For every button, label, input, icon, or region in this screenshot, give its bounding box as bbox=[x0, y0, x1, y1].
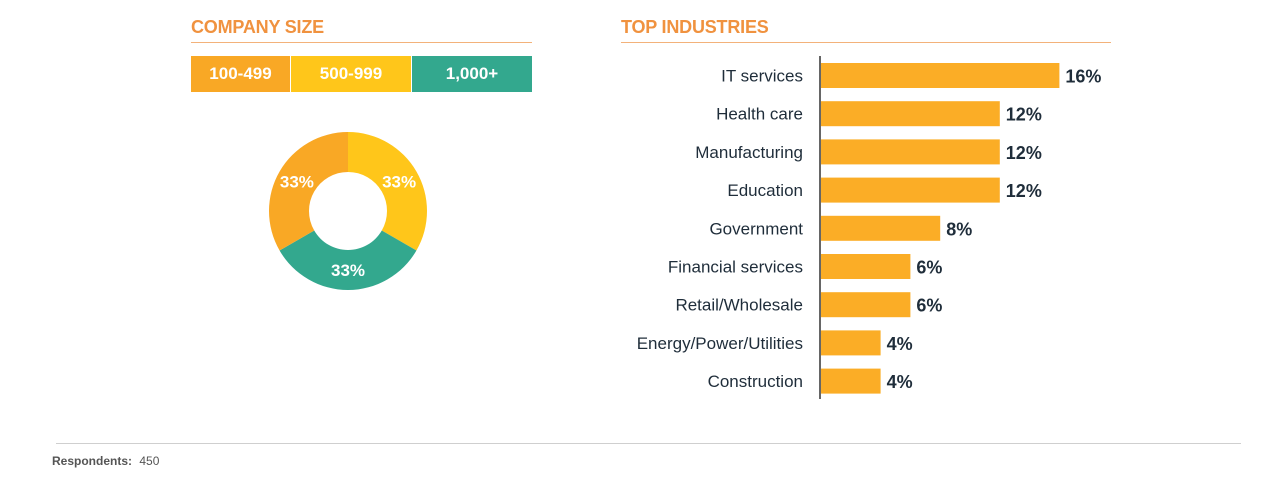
donut-slice-500-999 bbox=[348, 132, 427, 251]
bar-category-label: IT services bbox=[721, 67, 803, 86]
company-size-legend: 100-499 500-999 1,000+ bbox=[191, 56, 532, 92]
bar-value-label: 12% bbox=[1006, 181, 1042, 201]
donut-label: 33% bbox=[331, 261, 365, 280]
bar-category-label: Construction bbox=[708, 372, 803, 391]
bar-retail-wholesale bbox=[821, 292, 911, 318]
bar-value-label: 4% bbox=[887, 372, 913, 392]
bar-category-label: Education bbox=[727, 181, 803, 200]
donut-label: 33% bbox=[280, 173, 314, 192]
respondents-value: 450 bbox=[139, 454, 160, 468]
bar-value-label: 6% bbox=[916, 258, 942, 278]
respondents-label: Respondents: bbox=[52, 454, 133, 468]
bar-value-label: 12% bbox=[1006, 105, 1042, 125]
donut-slice-100-499 bbox=[269, 132, 348, 251]
bar-health-care bbox=[821, 101, 1000, 127]
bar-category-label: Government bbox=[709, 219, 803, 238]
bar-category-label: Manufacturing bbox=[695, 143, 803, 162]
bar-value-label: 4% bbox=[887, 334, 913, 354]
bar-financial-services bbox=[821, 254, 911, 279]
bar-value-label: 12% bbox=[1006, 143, 1042, 163]
company-size-title-rule bbox=[191, 42, 532, 43]
bar-category-label: Financial services bbox=[668, 258, 803, 277]
legend-item-1000-plus: 1,000+ bbox=[411, 56, 532, 92]
bar-value-label: 6% bbox=[916, 296, 942, 316]
donut-label: 33% bbox=[382, 173, 416, 192]
donut-slice-1-000- bbox=[279, 230, 417, 290]
bar-it-services bbox=[821, 63, 1060, 88]
bar-value-label: 8% bbox=[946, 219, 972, 239]
top-industries-title-rule bbox=[621, 42, 1111, 43]
company-size-donut-chart: 33% 33% 33% bbox=[269, 132, 427, 290]
bar-education bbox=[821, 177, 1000, 203]
legend-item-100-499: 100-499 bbox=[191, 56, 290, 92]
top-industries-bar-chart: IT services 16% Health care 12% Manufacturin… bbox=[637, 56, 1101, 399]
top-industries-title: TOP INDUSTRIES bbox=[621, 17, 769, 37]
footer-divider bbox=[56, 443, 1241, 444]
bar-category-label: Retail/Wholesale bbox=[675, 296, 803, 315]
bar-manufacturing bbox=[821, 139, 1000, 165]
bar-energy-power-utilities bbox=[821, 330, 881, 356]
respondents-note: Respondents: 450 bbox=[52, 454, 159, 468]
bar-construction bbox=[821, 368, 881, 394]
bar-government bbox=[821, 215, 941, 241]
company-size-title: COMPANY SIZE bbox=[191, 17, 324, 37]
bar-category-label: Health care bbox=[716, 105, 803, 124]
bar-category-label: Energy/Power/Utilities bbox=[637, 334, 803, 353]
bar-value-label: 16% bbox=[1065, 67, 1101, 87]
legend-item-500-999: 500-999 bbox=[290, 56, 411, 92]
